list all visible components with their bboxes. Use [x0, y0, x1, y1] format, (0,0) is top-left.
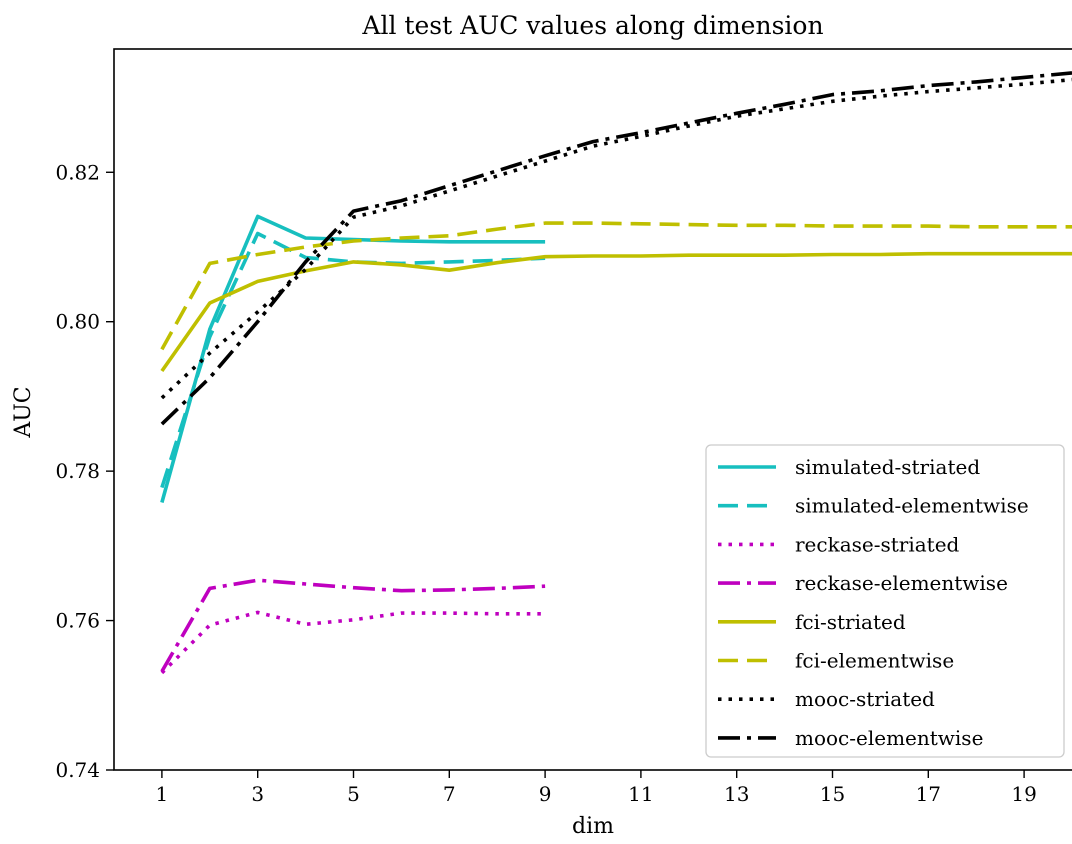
plot-frame	[113, 48, 1072, 771]
y-tick-label: 0.80	[55, 310, 100, 334]
x-tick-label: 13	[724, 782, 749, 806]
series-line-fci-striated	[160, 251, 1072, 373]
legend-box	[705, 444, 1065, 758]
x-axis-label: dim	[572, 814, 614, 839]
y-axis-label: AUC	[11, 386, 36, 438]
y-tick-label: 0.74	[55, 758, 100, 782]
legend-label-fci-elementwise: fci-elementwise	[795, 649, 954, 673]
series-line-mooc-striated	[160, 77, 1072, 400]
x-tick-label: 11	[628, 782, 653, 806]
plot-lines	[160, 71, 1072, 675]
x-tick-label: 1	[156, 782, 169, 806]
y-tick-label: 0.82	[55, 160, 100, 184]
chart-title: All test AUC values along dimension	[361, 11, 823, 40]
x-tick-label: 15	[820, 782, 845, 806]
x-tick-label: 7	[443, 782, 456, 806]
series-line-reckase-striated	[160, 610, 546, 675]
x-axis: 1 3 5 7 9 11 13 15 17 19	[156, 770, 1037, 806]
legend: simulated-striated simulated-elementwise r…	[705, 444, 1065, 758]
y-tick-label: 0.76	[55, 609, 100, 633]
series-line-fci-elementwise	[160, 221, 1072, 351]
x-tick-label: 19	[1011, 782, 1036, 806]
series-line-simulated-elementwise	[160, 231, 546, 489]
legend-label-mooc-striated: mooc-striated	[795, 687, 935, 711]
x-tick-label: 9	[539, 782, 552, 806]
legend-label-mooc-elementwise: mooc-elementwise	[795, 726, 983, 750]
y-axis: 0.74 0.76 0.78 0.80 0.82	[55, 160, 114, 782]
x-tick-label: 17	[916, 782, 941, 806]
x-tick-label: 5	[347, 782, 360, 806]
series-line-reckase-elementwise	[160, 578, 546, 673]
series-line-mooc-elementwise	[160, 71, 1072, 426]
y-tick-label: 0.78	[55, 459, 100, 483]
legend-label-fci-striated: fci-striated	[795, 610, 906, 634]
legend-label-reckase-striated: reckase-striated	[795, 532, 960, 556]
legend-label-simulated-elementwise: simulated-elementwise	[795, 494, 1029, 518]
legend-label-simulated-striated: simulated-striated	[795, 455, 980, 479]
x-tick-label: 3	[251, 782, 264, 806]
legend-label-reckase-elementwise: reckase-elementwise	[795, 571, 1008, 595]
